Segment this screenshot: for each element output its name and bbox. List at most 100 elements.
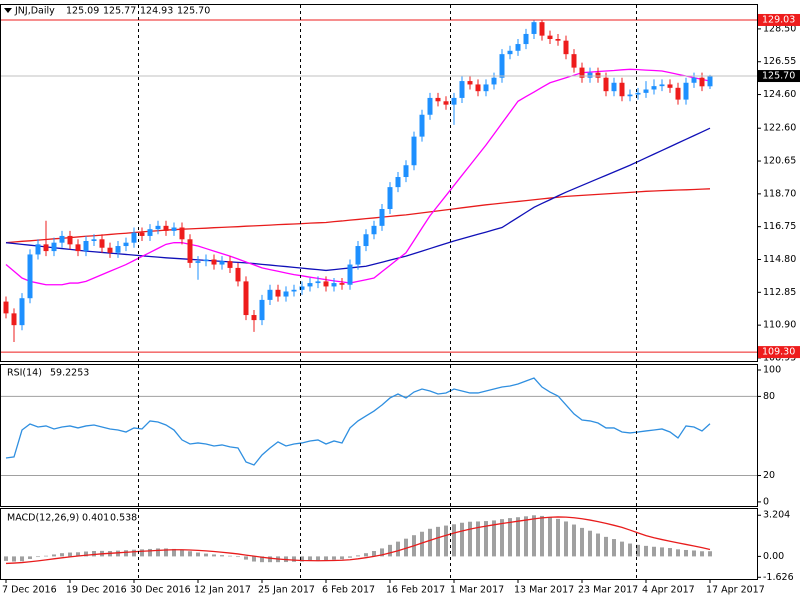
macd-bar — [500, 519, 504, 557]
candle-body — [155, 225, 161, 230]
macd-bar — [468, 521, 472, 557]
macd-bar — [68, 552, 72, 557]
candle-body — [259, 299, 265, 321]
macd-bar — [84, 551, 88, 557]
chart-title: JNJ,Daily — [14, 6, 55, 17]
macd-bar — [676, 549, 680, 557]
candle-body — [531, 22, 537, 34]
candle-body — [19, 298, 25, 326]
candle-body — [163, 225, 169, 231]
y-tick-label: 122.60 — [763, 123, 796, 134]
level-label-box — [758, 346, 800, 359]
rsi-panel-frame — [0, 364, 758, 507]
macd-bar — [700, 551, 704, 557]
macd-bar — [316, 556, 320, 561]
y-tick-label: 0 — [763, 496, 769, 507]
macd-bar — [20, 556, 24, 562]
candle-body — [219, 261, 225, 265]
macd-bar — [148, 548, 152, 557]
candle-body — [83, 240, 89, 252]
candle-body — [139, 232, 145, 236]
candle-body — [371, 225, 377, 235]
macd-bar — [252, 556, 256, 562]
x-tick-label: 17 Apr 2017 — [706, 585, 765, 596]
candle-body — [539, 22, 545, 36]
candle-body — [707, 76, 713, 87]
plot-layer — [0, 19, 758, 565]
macd-title: MACD(12,26,9) — [7, 513, 79, 524]
macd-bar — [396, 541, 400, 557]
candle-body — [451, 97, 457, 105]
macd-bar — [140, 549, 144, 557]
rsi-title: RSI(14) — [7, 368, 42, 379]
macd-bar — [708, 551, 712, 557]
macd-bar — [452, 524, 456, 557]
candle-body — [595, 72, 601, 78]
macd-bar — [684, 549, 688, 557]
macd-bar — [460, 522, 464, 557]
candle-body — [339, 283, 345, 285]
macd-bar — [596, 533, 600, 557]
macd-bar — [580, 527, 584, 557]
y-tick-label: 100 — [763, 365, 781, 376]
y-tick-label: 110.90 — [763, 320, 796, 331]
candle-body — [115, 246, 121, 253]
macd-bar — [692, 550, 696, 557]
macd-bar — [116, 550, 120, 557]
macd-bar — [180, 549, 184, 557]
macd-bar — [524, 516, 528, 557]
candle-body — [571, 54, 577, 68]
candle-body — [363, 234, 369, 247]
candle-body — [299, 286, 305, 290]
macd-bar — [556, 518, 560, 557]
macd-bar — [52, 554, 56, 557]
candle-body — [123, 242, 129, 247]
candle-body — [523, 33, 529, 45]
macd-bar — [60, 553, 64, 557]
macd-bar — [164, 548, 168, 557]
candle-body — [395, 177, 401, 188]
macd-bar — [292, 556, 296, 562]
macd-bar — [388, 544, 392, 557]
macd-bar — [156, 548, 160, 557]
macd-bar — [628, 543, 632, 557]
candle-body — [131, 232, 137, 243]
candle-body — [507, 50, 513, 55]
y-tick-label: 114.80 — [763, 254, 796, 265]
y-tick-label: 80 — [763, 391, 775, 402]
candle-body — [411, 136, 417, 166]
macd-bar — [652, 546, 656, 557]
x-tick-label: 30 Dec 2016 — [130, 585, 191, 596]
macd-bar — [356, 555, 360, 557]
x-tick-label: 23 Mar 2017 — [578, 585, 638, 596]
macd-bar — [668, 548, 672, 557]
candle-body — [435, 97, 441, 102]
last-price-box — [758, 70, 800, 83]
macd-bar — [420, 531, 424, 557]
candle-body — [35, 244, 41, 255]
macd-bar — [372, 551, 376, 557]
macd-bar — [244, 556, 248, 560]
macd-bar — [588, 530, 592, 557]
y-tick-label: 0.00 — [763, 551, 784, 562]
macd-bar — [548, 517, 552, 557]
candle-body — [147, 229, 153, 236]
candle-body — [667, 84, 673, 88]
macd-bar — [644, 545, 648, 557]
candle-body — [427, 97, 433, 115]
x-tick-label: 25 Jan 2017 — [258, 585, 315, 596]
macd-bar — [604, 536, 608, 557]
macd-bar — [380, 548, 384, 557]
macd-bar — [364, 553, 368, 557]
y-tick-label: 3.204 — [763, 510, 790, 521]
candle-body — [563, 40, 569, 55]
macd-bar — [332, 556, 336, 560]
macd-bar — [516, 517, 520, 557]
macd-bar — [620, 541, 624, 557]
candle-body — [635, 92, 641, 95]
x-tick-label: 6 Feb 2017 — [322, 585, 375, 596]
candle-body — [171, 227, 177, 231]
x-tick-label: 13 Mar 2017 — [514, 585, 574, 596]
macd-bar — [564, 521, 568, 557]
y-tick-label: -1.626 — [763, 572, 794, 583]
